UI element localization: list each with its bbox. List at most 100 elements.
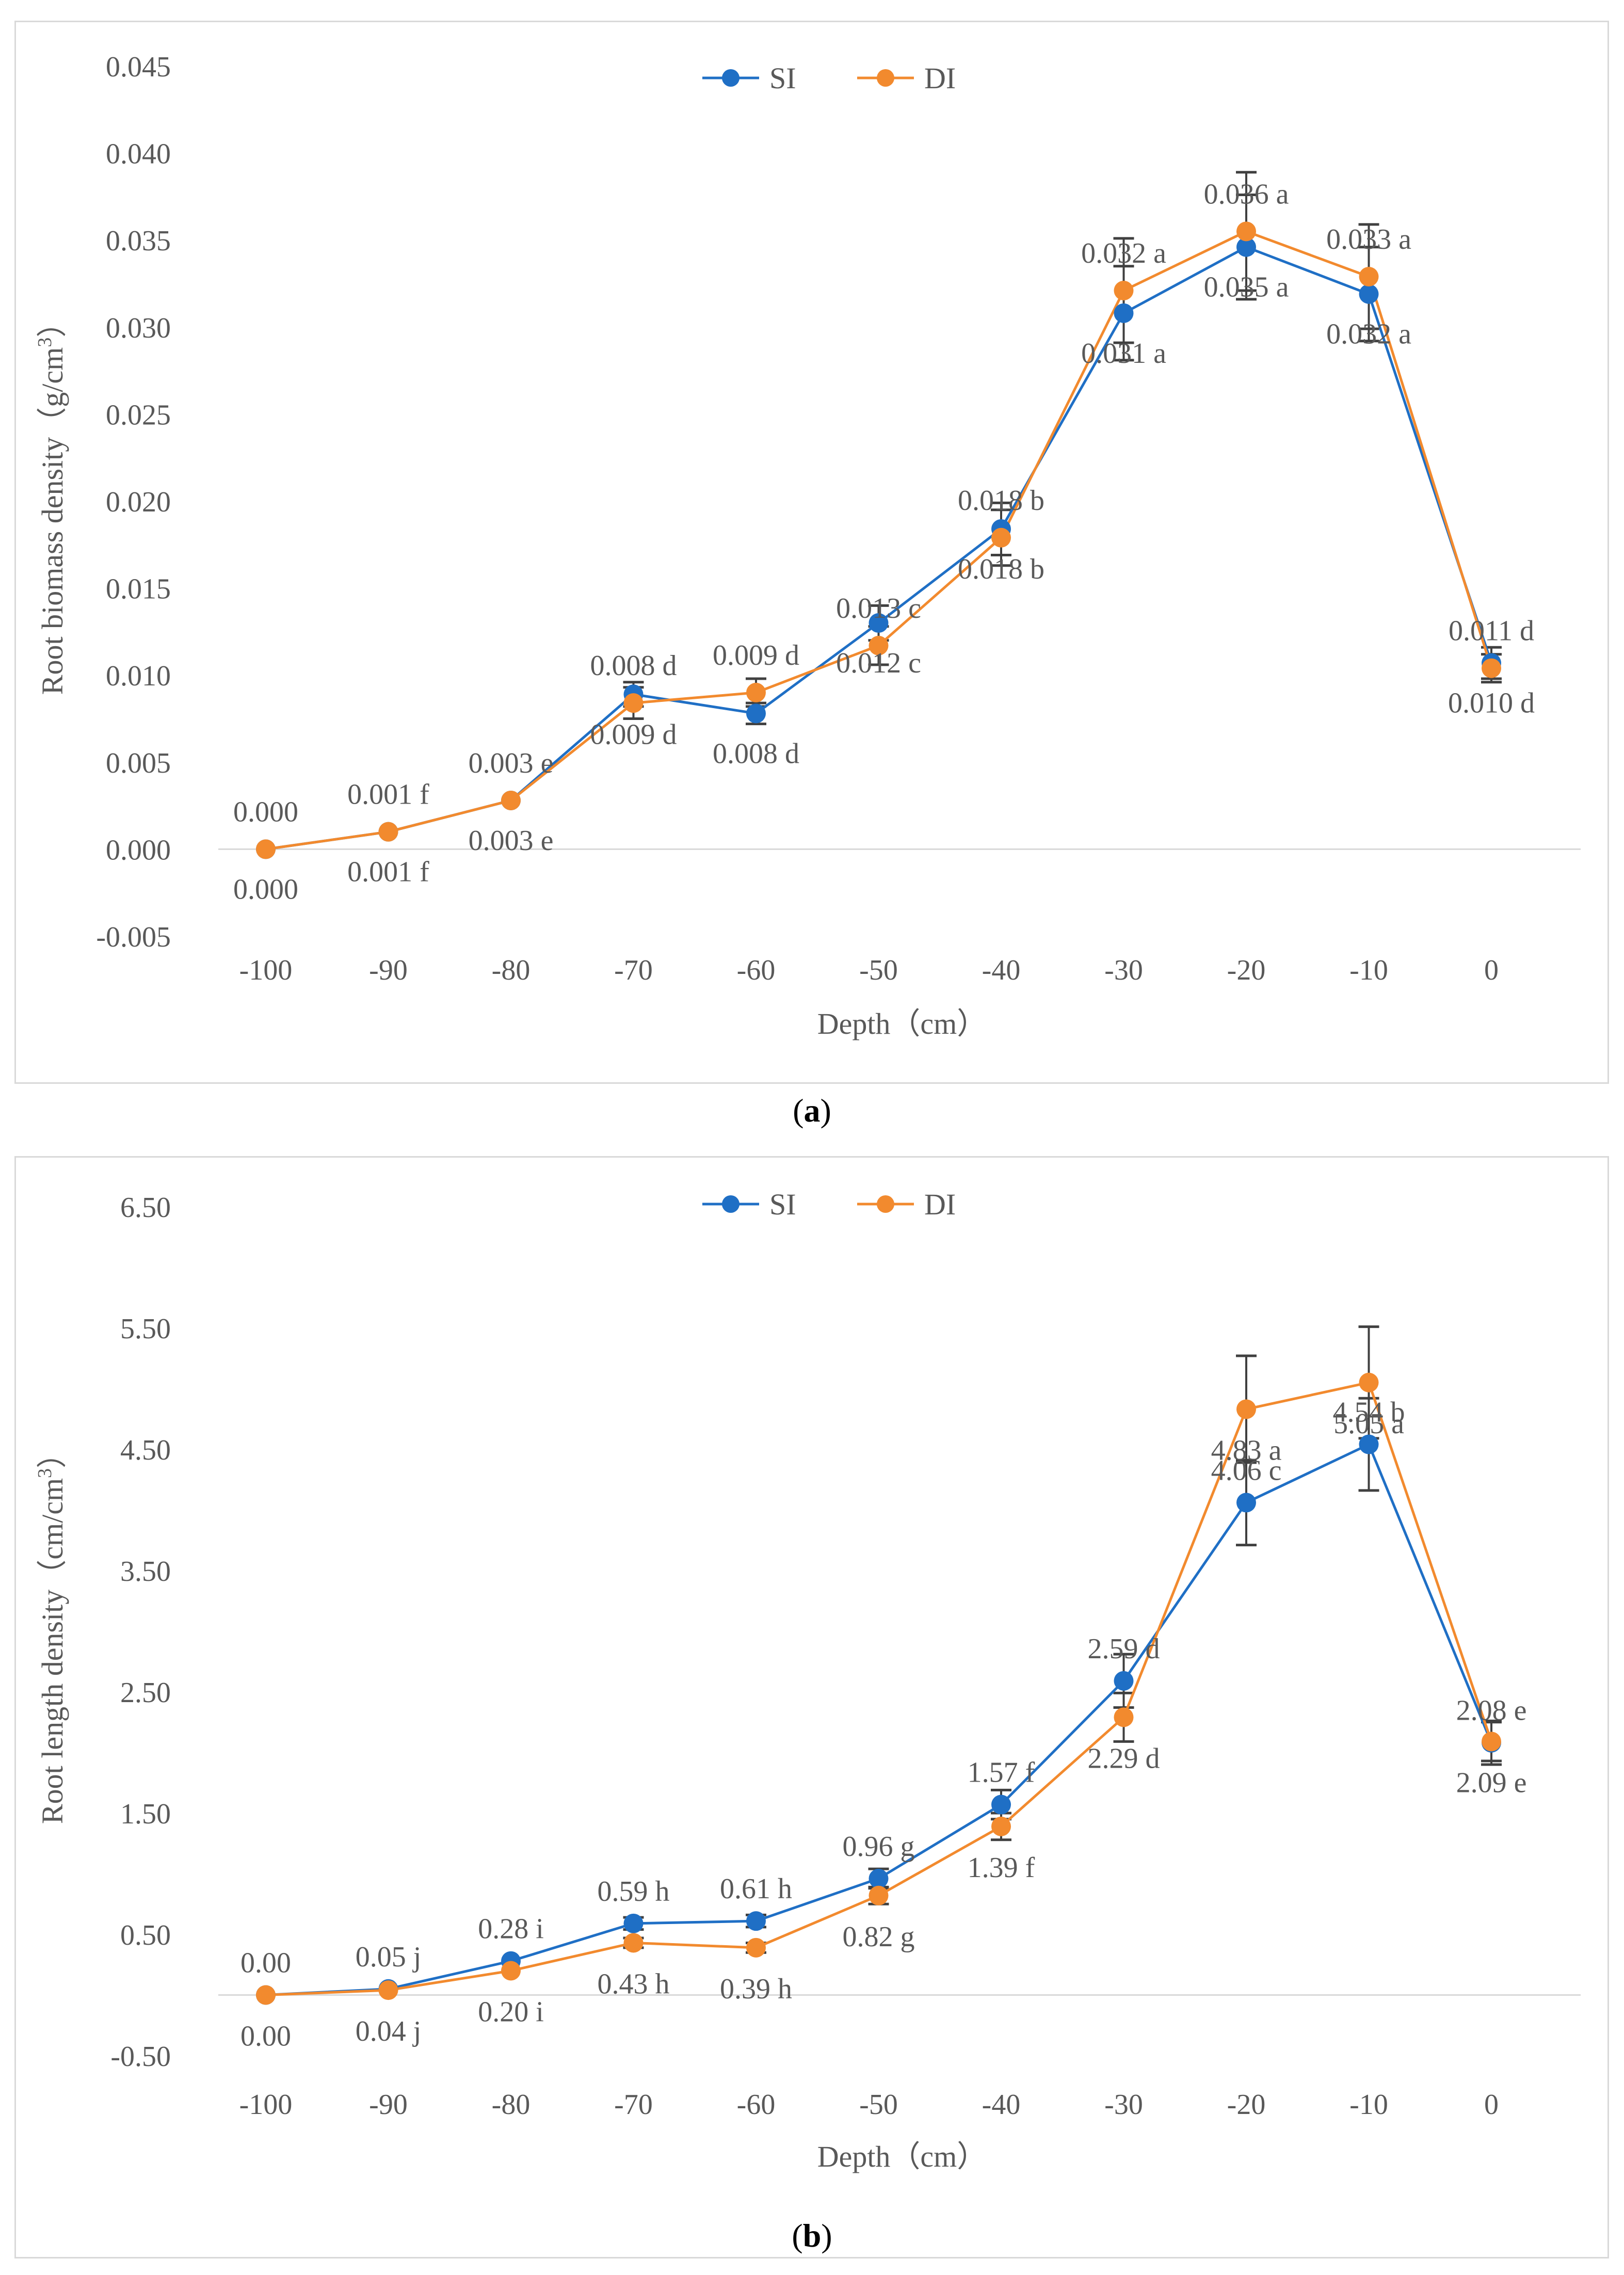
data-label-di: 0.20 i	[478, 1996, 544, 2028]
y-tick-label: 1.50	[120, 1798, 171, 1830]
data-label-di: 0.008 d	[590, 650, 677, 682]
data-label-di: 0.82 g	[843, 1921, 915, 1953]
data-label-di: 0.003 e	[469, 747, 554, 779]
data-point-di	[869, 635, 889, 655]
data-point-di	[746, 682, 766, 702]
data-point-si	[623, 1913, 644, 1933]
x-tick-label: -70	[614, 2089, 653, 2121]
y-tick-label: 0.030	[106, 312, 171, 344]
data-point-di	[256, 839, 276, 859]
data-label-si: 0.018 b	[958, 553, 1044, 585]
y-tick-label: 0.50	[120, 1919, 171, 1951]
data-label-si: 0.008 d	[713, 738, 799, 770]
chart-b-svg: -0.500.501.502.503.504.505.506.50-100 -90…	[34, 1188, 1581, 2173]
data-label-si: 1.57 f	[968, 1757, 1035, 1789]
data-point-si	[1236, 237, 1256, 257]
data-label-si: 2.59 d	[1088, 1633, 1160, 1665]
data-point-si	[1114, 303, 1134, 323]
data-label-si: 0.012 c	[836, 647, 921, 679]
data-point-di	[378, 822, 398, 842]
y-tick-label: 2.50	[120, 1677, 171, 1709]
legend-marker-si	[722, 69, 739, 87]
legend-marker-di	[877, 1195, 894, 1213]
data-label-di: 0.009 d	[713, 639, 799, 671]
caption-b: (b)	[792, 2217, 832, 2254]
data-label-si: 4.54 b	[1333, 1397, 1405, 1429]
y-tick-label: 0.000	[106, 834, 171, 866]
series-line-di	[265, 230, 1493, 851]
data-point-di	[501, 790, 521, 810]
y-tick-label: 0.020	[106, 486, 171, 518]
data-label-si: 0.000	[233, 873, 298, 905]
y-axis-title-end: ）	[36, 1438, 69, 1468]
y-tick-label: 0.010	[106, 660, 171, 692]
data-point-di	[623, 1933, 644, 1953]
legend-label-si: SI	[769, 61, 796, 95]
x-tick-label: -10	[1349, 2089, 1388, 2121]
data-point-di	[1236, 1399, 1256, 1419]
x-tick-label: -30	[1104, 2089, 1143, 2121]
caption-a-letter: a	[803, 1092, 821, 1129]
x-tick-label: -10	[1349, 954, 1388, 986]
legend-marker-di	[877, 69, 894, 87]
data-label-di: 5.05 a	[1333, 1408, 1404, 1440]
x-tick-label: -60	[737, 2089, 776, 2121]
y-tick-label: 3.50	[120, 1556, 171, 1588]
y-tick-label: 0.005	[106, 747, 171, 779]
y-tick-label: 6.50	[120, 1192, 171, 1224]
x-tick-label: -40	[982, 954, 1021, 986]
data-point-di	[1359, 1372, 1379, 1392]
data-point-si	[1114, 1671, 1134, 1691]
data-label-di: 0.033 a	[1326, 223, 1411, 255]
data-label-di: 4.83 a	[1211, 1434, 1282, 1466]
data-label-si: 0.05 j	[356, 1941, 422, 1973]
x-tick-label: -100	[239, 954, 293, 986]
y-tick-label: 4.50	[120, 1434, 171, 1466]
data-point-si	[746, 1911, 766, 1931]
data-point-si	[1359, 284, 1379, 304]
data-point-di	[1359, 267, 1379, 287]
x-tick-label: 0	[1484, 2089, 1499, 2121]
data-label-si: 4.06 c	[1211, 1454, 1282, 1486]
data-label-di: 0.011 d	[1449, 615, 1534, 647]
data-label-si: 0.035 a	[1204, 271, 1289, 303]
data-point-di	[1114, 1707, 1134, 1727]
data-point-si	[869, 613, 889, 633]
x-tick-label: -50	[859, 954, 898, 986]
x-tick-label: -70	[614, 954, 653, 986]
data-label-di: 0.43 h	[598, 1968, 670, 2000]
data-point-di	[991, 527, 1011, 548]
x-tick-label: -80	[492, 954, 530, 986]
y-tick-label: -0.005	[96, 921, 171, 953]
data-point-di	[1114, 280, 1134, 300]
data-point-si	[1236, 1493, 1256, 1513]
data-point-di	[501, 1961, 521, 1981]
data-point-di	[1482, 1732, 1501, 1752]
data-label-di: 0.013 c	[836, 592, 921, 624]
data-label-di: 0.00	[240, 2021, 291, 2053]
data-point-di	[1236, 221, 1256, 242]
data-label-si: 0.031 a	[1081, 338, 1166, 370]
data-label-si: 0.96 g	[843, 1831, 915, 1863]
data-label-di: 0.000	[233, 796, 298, 828]
data-label-si: 0.28 i	[478, 1913, 544, 1945]
x-tick-label: 0	[1484, 954, 1499, 986]
data-label-di: 2.09 e	[1456, 1767, 1527, 1799]
x-tick-label: -60	[737, 954, 776, 986]
x-axis-title: Depth（cm）	[817, 1007, 987, 1040]
data-point-di	[991, 1816, 1011, 1836]
legend-label-di: DI	[924, 61, 956, 95]
y-tick-label: 0.015	[106, 573, 171, 605]
x-tick-label: -20	[1227, 2089, 1266, 2121]
data-label-di: 0.39 h	[720, 1973, 792, 2005]
x-tick-label: -50	[859, 2089, 898, 2121]
y-tick-label: 0.025	[106, 399, 171, 431]
data-label-di: 2.29 d	[1088, 1742, 1160, 1774]
data-point-di	[1482, 658, 1501, 678]
x-tick-label: -90	[369, 2089, 408, 2121]
x-tick-label: -90	[369, 954, 408, 986]
data-point-si	[869, 1868, 889, 1888]
chart-a-svg: -0.005 0.000 0.005 0.010 0.015 0.020 0.025 0.03…	[34, 51, 1581, 1040]
data-label-di: 0.036 a	[1204, 178, 1289, 210]
data-label-di: 0.018 b	[958, 485, 1044, 517]
